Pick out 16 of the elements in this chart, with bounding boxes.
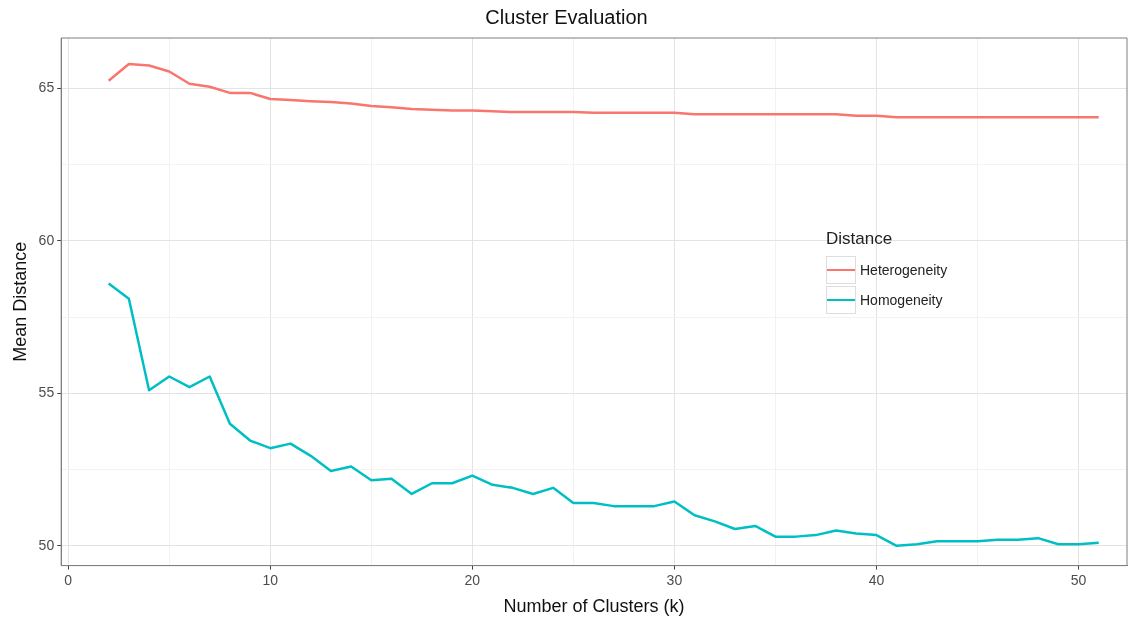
x-tick-label: 10 bbox=[262, 571, 279, 588]
legend-label: Homogeneity bbox=[860, 291, 943, 308]
y-tick-label: 60 bbox=[38, 231, 55, 248]
y-tick-label: 65 bbox=[38, 79, 55, 96]
x-tick-label: 50 bbox=[1070, 571, 1087, 588]
y-tick-label: 55 bbox=[38, 384, 55, 401]
x-axis-title: Number of Clusters (k) bbox=[503, 596, 685, 617]
legend-title: Distance bbox=[826, 228, 894, 249]
x-tick-label: 20 bbox=[464, 571, 481, 588]
y-tick-label: 50 bbox=[38, 536, 55, 553]
x-tick-label: 30 bbox=[666, 571, 683, 588]
chart-title: Cluster Evaluation bbox=[485, 5, 648, 28]
legend-label: Heterogeneity bbox=[860, 261, 948, 278]
y-axis-title: Mean Distance bbox=[9, 241, 30, 362]
x-tick-label: 0 bbox=[64, 571, 73, 588]
x-tick-label: 40 bbox=[868, 571, 885, 588]
